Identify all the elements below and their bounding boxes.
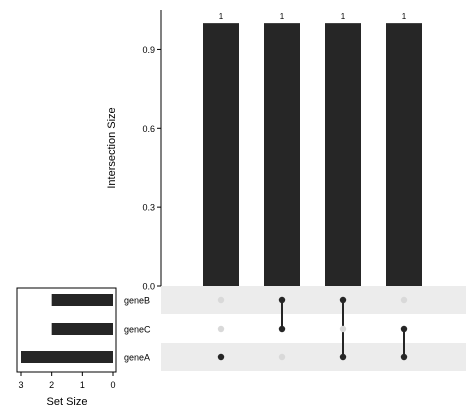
intersection-bar <box>386 23 422 287</box>
matrix-dot-inactive <box>339 325 347 333</box>
intersection-bar-label: 1 <box>402 12 407 21</box>
matrix-dot-inactive <box>400 296 408 304</box>
matrix-row-stripe <box>161 286 466 314</box>
set-size-bars <box>21 294 113 363</box>
set-size-bar <box>51 294 113 306</box>
matrix-row-stripe <box>161 343 466 371</box>
intersection-y-tick-label: 0.9 <box>142 45 155 55</box>
intersection-size-axis: Intersection Size <box>106 10 162 286</box>
intersection-bar <box>264 23 300 287</box>
matrix-dot-active <box>400 353 408 361</box>
set-size-x-tick-label: 3 <box>18 380 23 390</box>
set-size-chart: Set Size <box>16 287 117 408</box>
intersection-y-tick-label: 0.3 <box>142 203 155 213</box>
matrix-dot-active <box>278 325 286 333</box>
matrix-stripes <box>161 286 466 371</box>
set-size-x-tick-label: 1 <box>80 380 85 390</box>
set-size-panel-border <box>16 287 117 373</box>
set-size-x-tick-label: 2 <box>49 380 54 390</box>
intersection-y-axis-label: Intersection Size <box>106 107 118 188</box>
set-matrix <box>217 296 408 361</box>
intersection-bar-label: 1 <box>341 12 346 21</box>
matrix-dot-active <box>400 325 408 333</box>
set-label: geneC <box>124 325 151 335</box>
matrix-dot-inactive <box>278 353 286 361</box>
matrix-dot-inactive <box>217 325 225 333</box>
set-label: geneB <box>124 296 150 306</box>
intersection-bar-label: 1 <box>219 12 224 21</box>
matrix-dot-active <box>339 296 347 304</box>
set-size-ticks: 3 2 1 0 <box>18 372 116 390</box>
matrix-dot-active <box>339 353 347 361</box>
matrix-dot-active <box>217 353 225 361</box>
intersection-bar <box>203 23 239 287</box>
intersection-bar-label: 1 <box>280 12 285 21</box>
set-size-x-tick-label: 0 <box>110 380 115 390</box>
set-size-bar <box>51 323 113 335</box>
intersection-bars: 1 1 1 1 <box>203 12 422 287</box>
set-labels: geneB geneC geneA <box>124 296 151 363</box>
matrix-dot-active <box>278 296 286 304</box>
set-size-bar <box>21 351 113 363</box>
intersection-ticks: 0.0 0.3 0.6 0.9 <box>142 45 161 292</box>
intersection-y-tick-label: 0.0 <box>142 282 155 292</box>
set-size-x-axis-label: Set Size <box>47 396 88 408</box>
intersection-bar <box>325 23 361 287</box>
matrix-dot-inactive <box>217 296 225 304</box>
set-label: geneA <box>124 353 150 363</box>
intersection-y-tick-label: 0.6 <box>142 124 155 134</box>
